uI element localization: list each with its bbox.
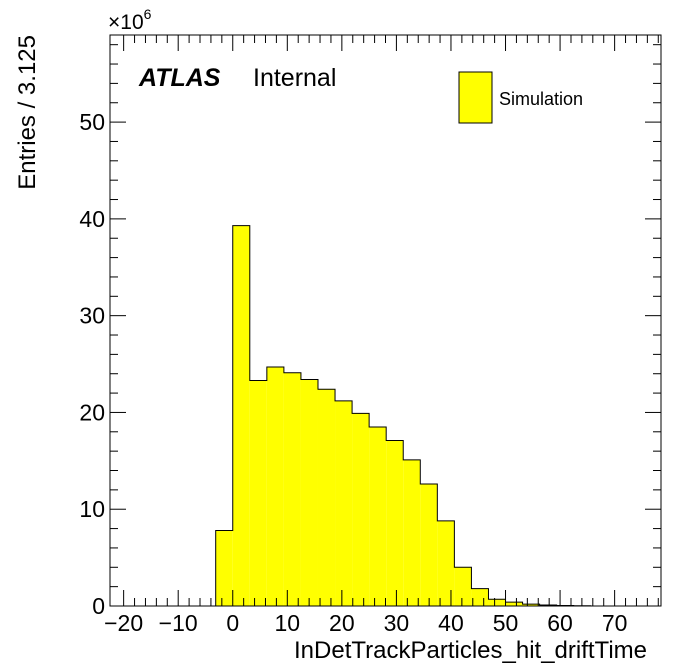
histogram-bar [335,400,353,606]
x-tick-label: 70 [602,610,628,636]
histogram-bar [249,380,267,606]
histogram-bar [471,588,489,606]
histogram-bar [505,602,523,606]
atlas-label: ATLAS [138,64,221,92]
y-tick-label: 0 [92,593,105,619]
y-tick-label: 30 [79,303,105,329]
y-tick-label: 20 [79,399,105,425]
histogram-bar [283,372,301,606]
histogram-bar [488,599,506,606]
y-axis-multiplier: ×106 [108,6,152,34]
histogram-bar [300,379,318,606]
histogram-bar [266,366,284,606]
legend-label: Simulation [499,89,583,109]
multiplier-base: ×10 [108,11,144,34]
multiplier-exponent: 6 [144,6,152,22]
y-tick-label: 10 [79,496,105,522]
histogram-bars [215,225,592,607]
x-tick-label: 10 [275,610,301,636]
y-tick-label: 40 [79,206,105,232]
histogram-bar [386,440,404,606]
x-tick-labels: −20 −10 0 10 20 30 40 50 60 70 [104,610,627,636]
x-tick-label: 60 [547,610,573,636]
legend-swatch [458,71,493,124]
histogram-bar [232,225,250,606]
x-tick-label: 0 [226,610,239,636]
x-tick-label: −20 [104,610,143,636]
histogram-bar [420,484,438,606]
histogram-bar [522,604,540,606]
x-tick-label: 50 [493,610,519,636]
histogram-bar [403,459,421,606]
histogram-bar [215,530,233,606]
plot-frame [109,34,662,607]
histogram-bar [454,567,472,606]
x-axis-title: InDetTrackParticles_hit_driftTime [294,637,647,664]
histogram-bar [369,426,387,606]
histogram-outline [215,225,592,607]
histogram-bar [317,389,336,606]
status-label: Internal [253,64,336,92]
histogram-bar [352,413,370,606]
x-tick-label: 40 [438,610,464,636]
y-tick-label: 50 [79,109,105,135]
x-tick-label: 30 [384,610,410,636]
x-tick-label: 20 [329,610,355,636]
y-tick-labels: 0 10 20 30 40 50 [79,109,105,619]
x-tick-label: −10 [159,610,198,636]
histogram-bar [437,520,455,606]
y-axis-title: Entries / 3.125 [14,35,41,190]
